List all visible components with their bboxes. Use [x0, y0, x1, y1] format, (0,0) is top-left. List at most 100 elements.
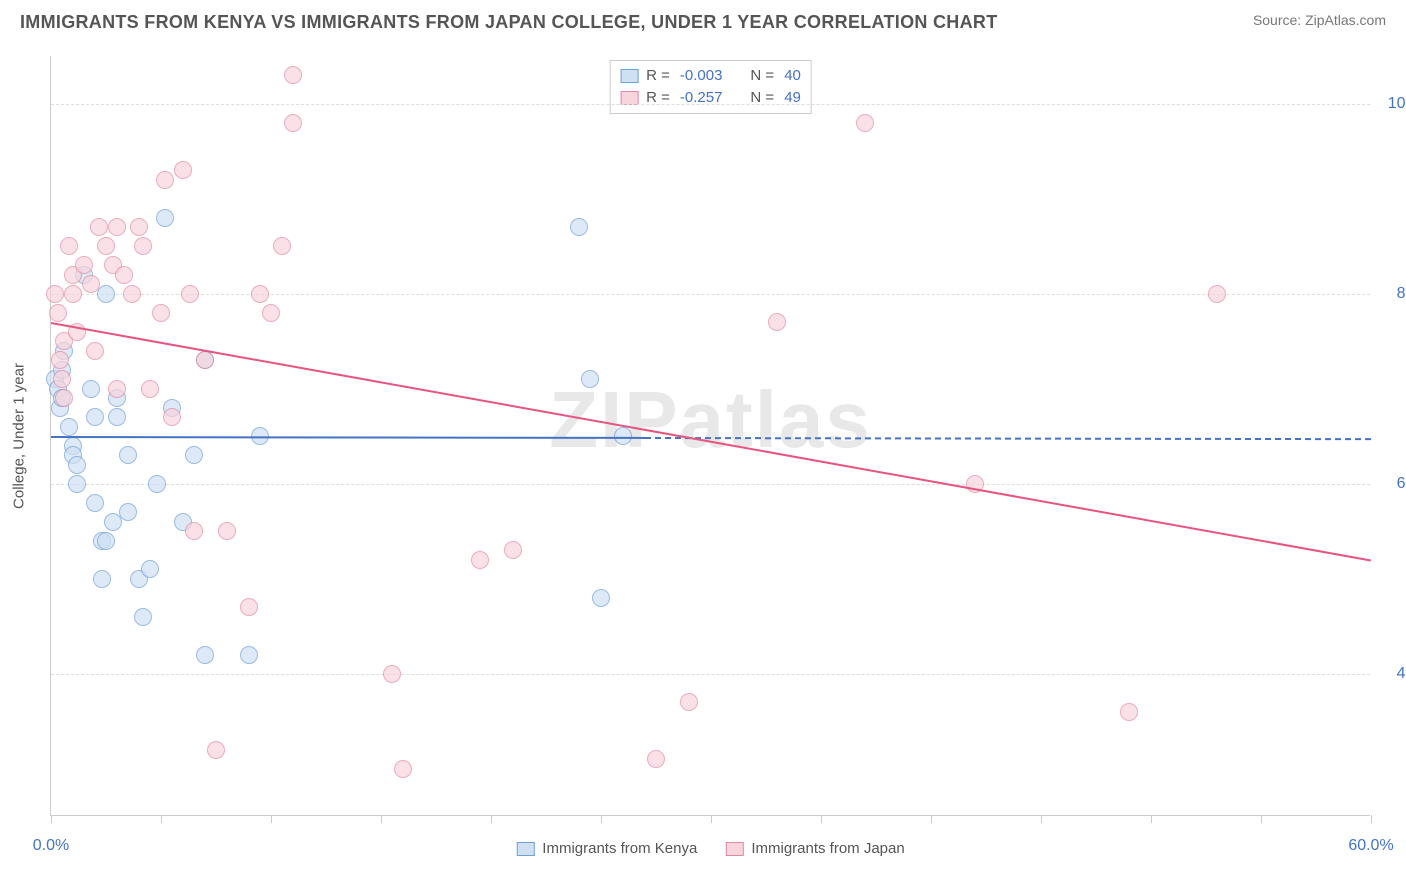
- data-point-japan: [55, 389, 73, 407]
- series-legend: Immigrants from Kenya Immigrants from Ja…: [516, 840, 904, 857]
- data-point-japan: [1208, 285, 1226, 303]
- data-point-kenya: [86, 408, 104, 426]
- data-point-japan: [647, 750, 665, 768]
- correlation-legend: R = -0.003 N = 40 R = -0.257 N = 49: [609, 60, 812, 114]
- data-point-kenya: [119, 503, 137, 521]
- scatter-chart: ZIPatlas College, Under 1 year R = -0.00…: [50, 56, 1370, 816]
- data-point-kenya: [68, 456, 86, 474]
- data-point-japan: [53, 370, 71, 388]
- data-point-kenya: [134, 608, 152, 626]
- data-point-kenya: [196, 646, 214, 664]
- x-tick: [1371, 815, 1372, 823]
- data-point-japan: [284, 66, 302, 84]
- data-point-japan: [196, 351, 214, 369]
- data-point-japan: [152, 304, 170, 322]
- y-tick-label: 100.0%: [1388, 95, 1406, 113]
- x-tick: [601, 815, 602, 823]
- trend-line: [51, 436, 645, 439]
- n-label: N =: [750, 65, 774, 87]
- data-point-japan: [504, 541, 522, 559]
- data-point-kenya: [119, 446, 137, 464]
- data-point-kenya: [570, 218, 588, 236]
- x-tick: [491, 815, 492, 823]
- data-point-kenya: [97, 285, 115, 303]
- data-point-kenya: [240, 646, 258, 664]
- data-point-japan: [130, 218, 148, 236]
- data-point-japan: [163, 408, 181, 426]
- data-point-kenya: [108, 408, 126, 426]
- data-point-japan: [82, 275, 100, 293]
- legend-label: Immigrants from Japan: [751, 840, 904, 857]
- data-point-japan: [218, 522, 236, 540]
- data-point-japan: [75, 256, 93, 274]
- legend-row: R = -0.003 N = 40: [620, 65, 801, 87]
- data-point-japan: [174, 161, 192, 179]
- data-point-japan: [284, 114, 302, 132]
- data-point-japan: [1120, 703, 1138, 721]
- legend-item-kenya: Immigrants from Kenya: [516, 840, 697, 857]
- x-tick: [1261, 815, 1262, 823]
- data-point-japan: [251, 285, 269, 303]
- data-point-kenya: [86, 494, 104, 512]
- data-point-japan: [64, 285, 82, 303]
- legend-swatch-japan: [725, 842, 743, 856]
- x-tick: [931, 815, 932, 823]
- data-point-japan: [394, 760, 412, 778]
- r-label: R =: [646, 65, 670, 87]
- y-axis-title: College, Under 1 year: [11, 363, 28, 509]
- data-point-japan: [141, 380, 159, 398]
- data-point-japan: [156, 171, 174, 189]
- data-point-japan: [115, 266, 133, 284]
- x-tick-label: 60.0%: [1348, 837, 1393, 855]
- x-tick: [1151, 815, 1152, 823]
- r-value: -0.257: [680, 87, 723, 109]
- data-point-japan: [471, 551, 489, 569]
- x-tick-label: 0.0%: [33, 837, 69, 855]
- legend-label: Immigrants from Kenya: [542, 840, 697, 857]
- grid-line: [51, 674, 1370, 675]
- data-point-japan: [60, 237, 78, 255]
- data-point-kenya: [156, 209, 174, 227]
- grid-line: [51, 104, 1370, 105]
- data-point-japan: [768, 313, 786, 331]
- data-point-kenya: [68, 475, 86, 493]
- header: IMMIGRANTS FROM KENYA VS IMMIGRANTS FROM…: [0, 0, 1406, 41]
- legend-swatch-kenya: [516, 842, 534, 856]
- data-point-kenya: [97, 532, 115, 550]
- x-tick: [161, 815, 162, 823]
- legend-row: R = -0.257 N = 49: [620, 87, 801, 109]
- x-tick: [381, 815, 382, 823]
- data-point-japan: [46, 285, 64, 303]
- n-label: N =: [750, 87, 774, 109]
- data-point-japan: [134, 237, 152, 255]
- data-point-kenya: [592, 589, 610, 607]
- legend-item-japan: Immigrants from Japan: [725, 840, 904, 857]
- data-point-japan: [51, 351, 69, 369]
- data-point-japan: [680, 693, 698, 711]
- data-point-japan: [856, 114, 874, 132]
- x-tick: [271, 815, 272, 823]
- x-tick: [51, 815, 52, 823]
- data-point-kenya: [148, 475, 166, 493]
- data-point-japan: [86, 342, 104, 360]
- data-point-kenya: [185, 446, 203, 464]
- trend-line: [51, 322, 1371, 561]
- n-value: 49: [784, 87, 801, 109]
- data-point-japan: [207, 741, 225, 759]
- data-point-japan: [185, 522, 203, 540]
- data-point-japan: [49, 304, 67, 322]
- data-point-japan: [240, 598, 258, 616]
- y-tick-label: 40.0%: [1397, 665, 1406, 683]
- x-tick: [1041, 815, 1042, 823]
- grid-line: [51, 294, 1370, 295]
- data-point-japan: [108, 380, 126, 398]
- trend-line: [645, 437, 1371, 440]
- y-tick-label: 80.0%: [1397, 285, 1406, 303]
- r-label: R =: [646, 87, 670, 109]
- source-attribution: Source: ZipAtlas.com: [1253, 12, 1386, 28]
- chart-title: IMMIGRANTS FROM KENYA VS IMMIGRANTS FROM…: [20, 12, 998, 33]
- data-point-japan: [123, 285, 141, 303]
- data-point-japan: [383, 665, 401, 683]
- grid-line: [51, 484, 1370, 485]
- legend-swatch-kenya: [620, 69, 638, 83]
